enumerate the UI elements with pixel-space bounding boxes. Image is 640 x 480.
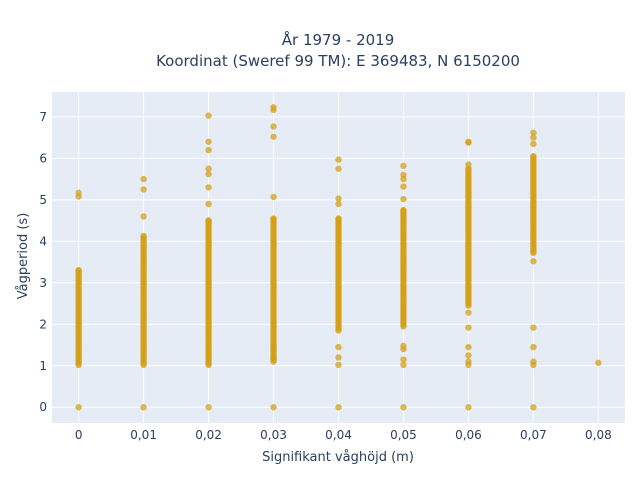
y-tick-label: 5 <box>39 193 47 207</box>
x-tick-label: 0,07 <box>520 428 547 442</box>
data-point <box>205 112 212 119</box>
data-point <box>140 213 147 220</box>
data-point <box>400 404 407 411</box>
data-point <box>530 153 537 160</box>
y-tick-label: 3 <box>39 276 47 290</box>
data-point <box>335 404 342 411</box>
chart-title-line1: År 1979 - 2019 <box>282 30 395 49</box>
data-point <box>140 186 147 193</box>
data-point <box>530 404 537 411</box>
data-point <box>530 324 537 331</box>
y-tick-label: 0 <box>39 400 47 414</box>
chart-title-line2: Koordinat (Sweref 99 TM): E 369483, N 61… <box>156 52 520 70</box>
data-point <box>140 232 147 240</box>
data-point <box>270 123 277 130</box>
data-point <box>75 267 82 274</box>
data-point <box>465 352 472 359</box>
data-point <box>205 184 212 191</box>
data-point <box>400 207 407 214</box>
x-tick-label: 0,04 <box>325 428 352 442</box>
data-point <box>530 358 537 365</box>
data-point <box>465 358 472 365</box>
data-point <box>335 354 342 361</box>
y-tick-label: 1 <box>39 359 47 373</box>
data-point <box>400 171 407 179</box>
data-point <box>335 215 342 222</box>
x-tick-label: 0 <box>75 428 83 442</box>
data-point <box>270 104 277 111</box>
x-tick-label: 0,08 <box>585 428 612 442</box>
data-point <box>400 342 407 350</box>
data-point <box>400 162 407 170</box>
data-point <box>270 354 277 361</box>
data-point <box>530 258 537 265</box>
data-point <box>205 170 212 178</box>
data-point <box>335 165 342 172</box>
data-point <box>335 361 342 369</box>
data-points <box>75 104 602 411</box>
data-point <box>400 361 407 369</box>
x-tick-label: 0,06 <box>455 428 482 442</box>
data-point <box>400 195 407 203</box>
data-point <box>270 343 277 351</box>
y-tick-label: 4 <box>39 234 47 248</box>
x-tick-label: 0,03 <box>260 428 287 442</box>
data-point <box>530 134 537 141</box>
data-point <box>530 140 537 148</box>
data-point <box>140 404 147 411</box>
data-point <box>465 309 472 316</box>
x-tick-label: 0,02 <box>195 428 222 442</box>
data-point <box>465 343 472 351</box>
data-point <box>270 193 277 201</box>
data-point <box>465 138 472 145</box>
data-point <box>465 404 472 411</box>
data-point <box>400 356 407 363</box>
data-point <box>75 404 82 411</box>
x-axis-label: Signifikant våghöjd (m) <box>262 450 414 465</box>
data-point <box>335 200 342 208</box>
data-point <box>335 343 342 351</box>
data-point <box>530 129 537 136</box>
y-axis-label: Vågperiod (s) <box>16 213 31 300</box>
data-point <box>530 343 537 351</box>
data-point <box>270 215 277 222</box>
data-point <box>205 200 212 208</box>
data-point <box>205 146 212 154</box>
x-tick-label: 0,05 <box>390 428 417 442</box>
y-tick-label: 7 <box>39 110 47 124</box>
y-tick-label: 2 <box>39 317 47 331</box>
y-axis-ticks: 0 1 2 3 4 5 6 7 <box>39 110 47 414</box>
data-point <box>205 217 212 224</box>
data-point <box>465 324 472 331</box>
data-point <box>335 156 342 163</box>
data-point <box>205 404 212 411</box>
data-point <box>595 359 602 367</box>
data-point <box>400 183 407 190</box>
data-point <box>465 161 472 168</box>
data-point <box>205 138 212 145</box>
data-point <box>270 404 277 411</box>
x-tick-label: 0,01 <box>130 428 157 442</box>
x-axis-ticks: 0 0,01 0,02 0,03 0,04 0,05 0,06 0,07 0,08 <box>75 428 612 442</box>
data-point <box>205 165 212 172</box>
data-point <box>75 189 82 196</box>
data-point <box>335 195 342 202</box>
y-tick-label: 6 <box>39 151 47 165</box>
data-point <box>270 133 277 140</box>
data-point <box>140 175 147 183</box>
